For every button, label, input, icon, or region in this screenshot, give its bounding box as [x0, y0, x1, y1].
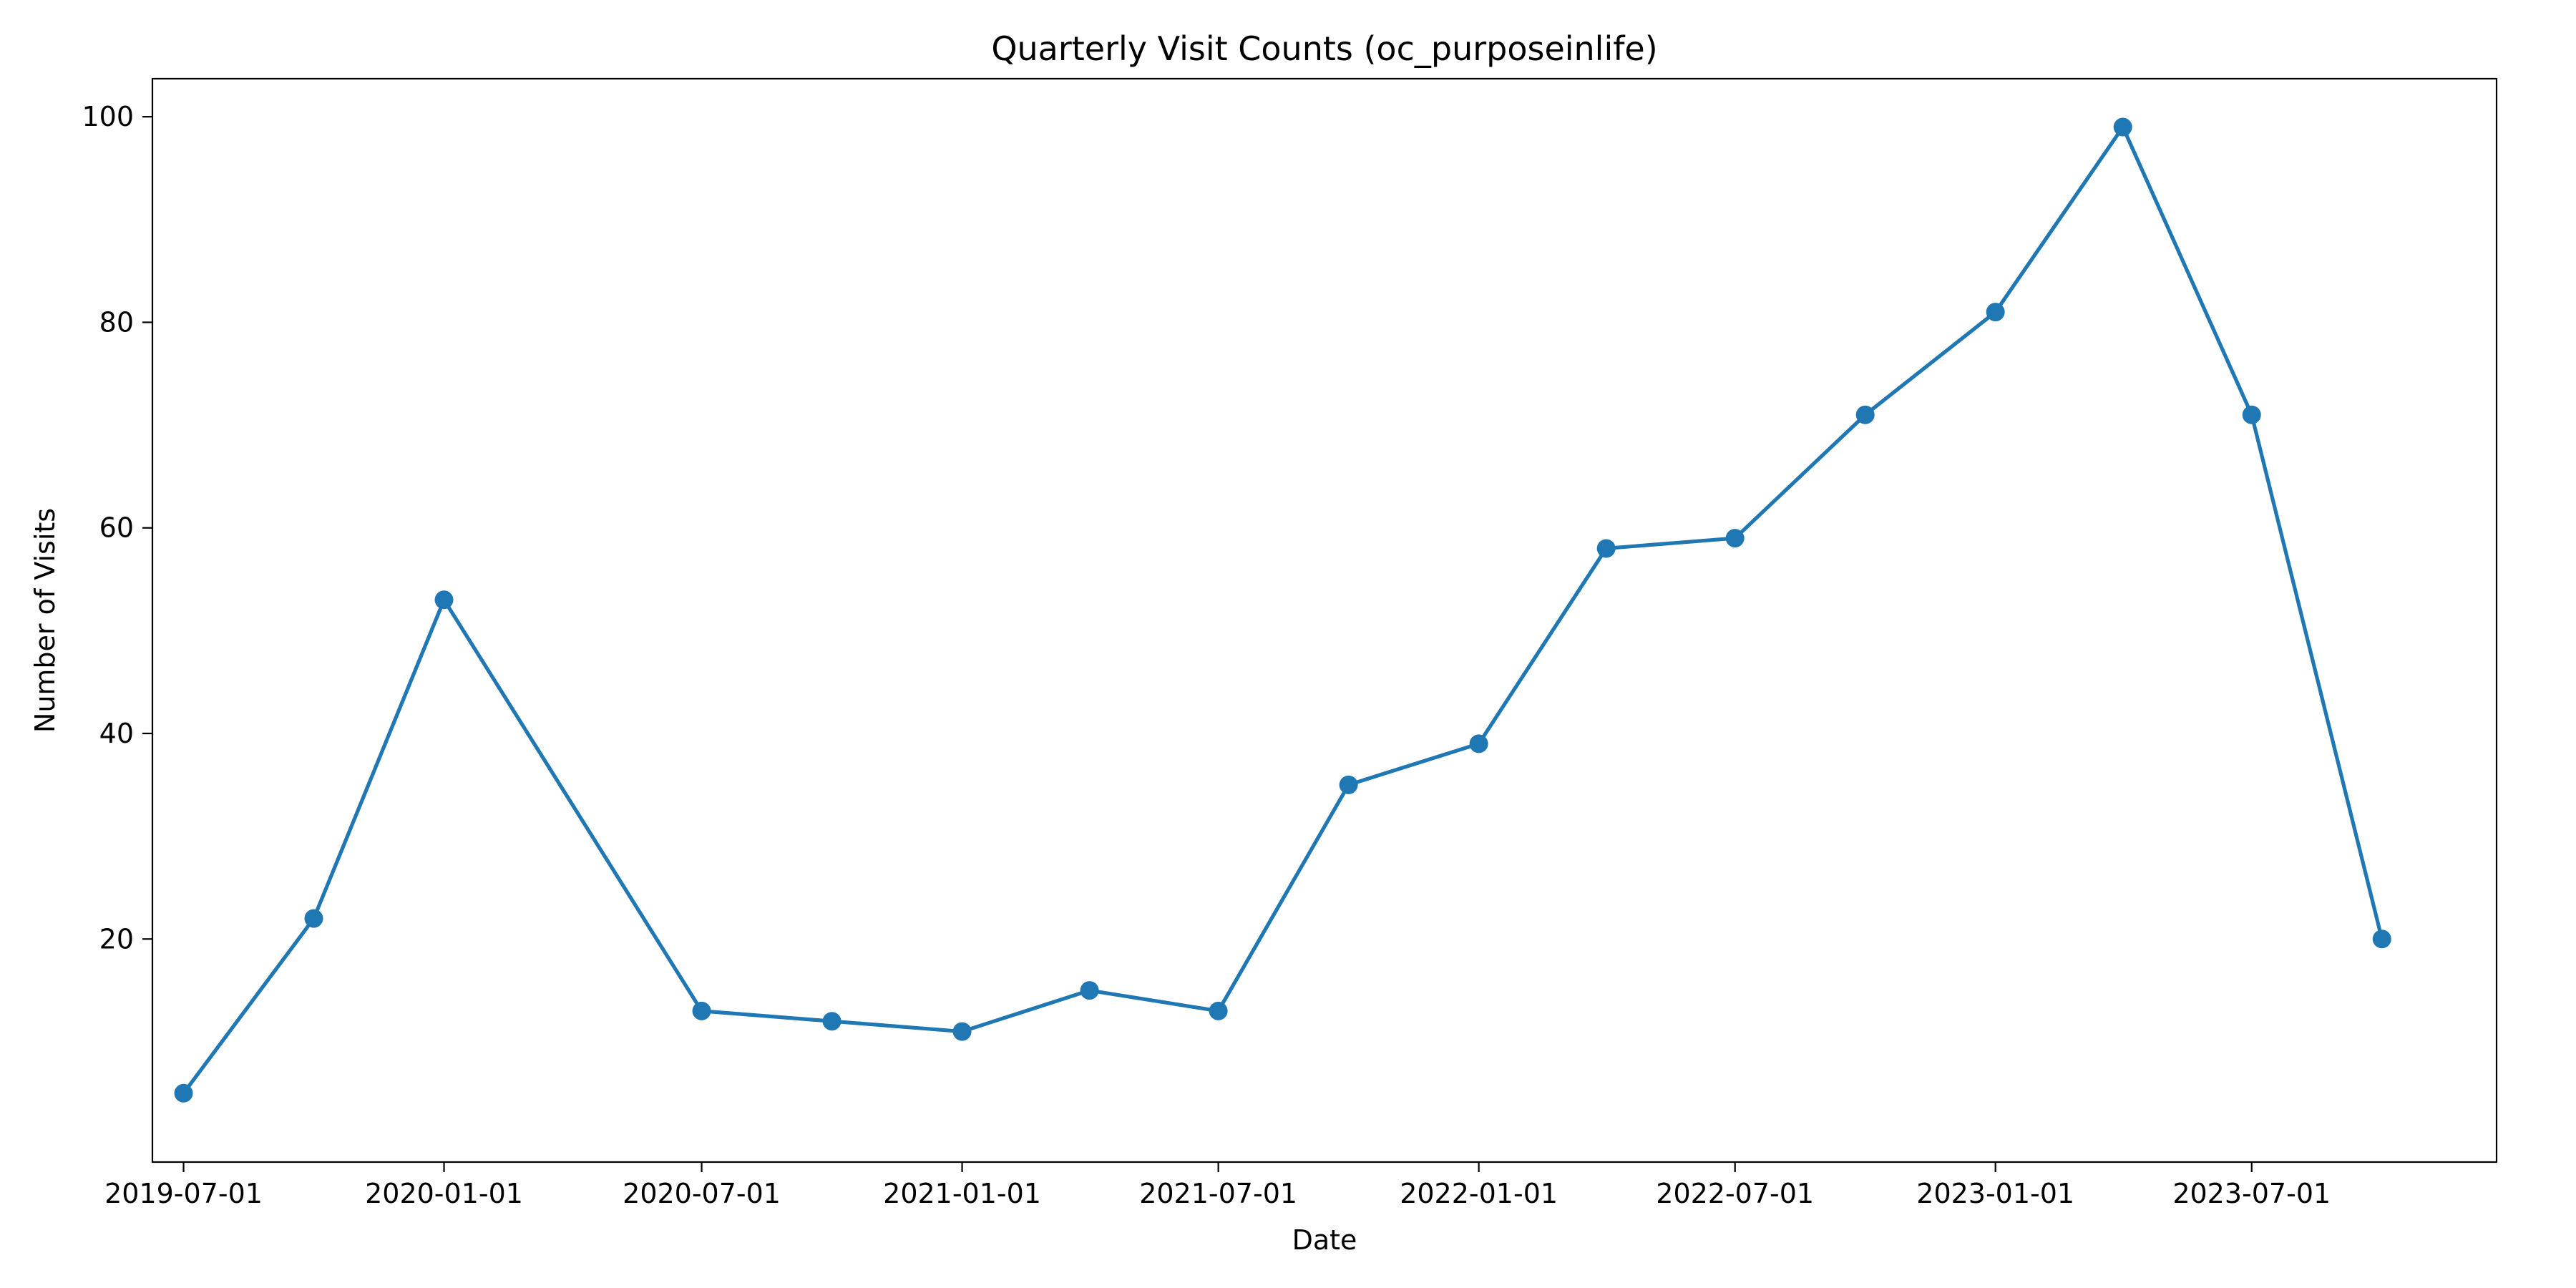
- y-axis: 20 40 60 80 100: [82, 101, 152, 955]
- axes-frame: [151, 77, 2498, 1163]
- data-point: [952, 1022, 972, 1041]
- data-point: [434, 590, 454, 610]
- data-point: [2242, 405, 2261, 424]
- x-tick-label: 2021-01-01: [883, 1178, 1041, 1209]
- data-point: [1339, 775, 1358, 794]
- data-point: [1209, 1001, 1228, 1020]
- data-point: [1596, 539, 1616, 558]
- x-tick-label: 2020-01-01: [365, 1178, 523, 1209]
- x-tick-label: 2020-07-01: [623, 1178, 781, 1209]
- x-tick-label: 2022-07-01: [1656, 1178, 1814, 1209]
- y-tick-label: 80: [99, 306, 134, 338]
- data-point: [822, 1012, 841, 1031]
- data-point: [1986, 303, 2005, 322]
- data-point: [304, 909, 323, 928]
- data-point: [174, 1083, 193, 1103]
- data-point: [1725, 529, 1745, 548]
- y-tick-label: 40: [99, 718, 134, 749]
- data-point: [1855, 405, 1875, 424]
- x-tick-label: 2022-01-01: [1400, 1178, 1558, 1209]
- data-point: [1469, 734, 1488, 753]
- data-point: [2113, 117, 2132, 137]
- chart-title: Quarterly Visit Counts (oc_purposeinlife…: [991, 29, 1657, 68]
- plot-area: [174, 117, 2391, 1103]
- y-tick-label: 60: [99, 512, 134, 544]
- data-point: [2372, 930, 2391, 949]
- x-axis-label: Date: [1292, 1224, 1357, 1256]
- y-tick-label: 20: [99, 923, 134, 955]
- y-axis-label: Number of Visits: [29, 508, 61, 733]
- data-point: [692, 1001, 711, 1020]
- x-axis: 2019-07-01 2020-01-01 2020-07-01 2021-01-01…: [104, 1162, 2331, 1209]
- x-tick-label: 2023-01-01: [1916, 1178, 2074, 1209]
- x-tick-label: 2023-07-01: [2172, 1178, 2331, 1209]
- x-tick-label: 2019-07-01: [104, 1178, 263, 1209]
- x-tick-label: 2021-07-01: [1139, 1178, 1297, 1209]
- y-tick-label: 100: [82, 101, 134, 132]
- data-point: [1080, 981, 1099, 1000]
